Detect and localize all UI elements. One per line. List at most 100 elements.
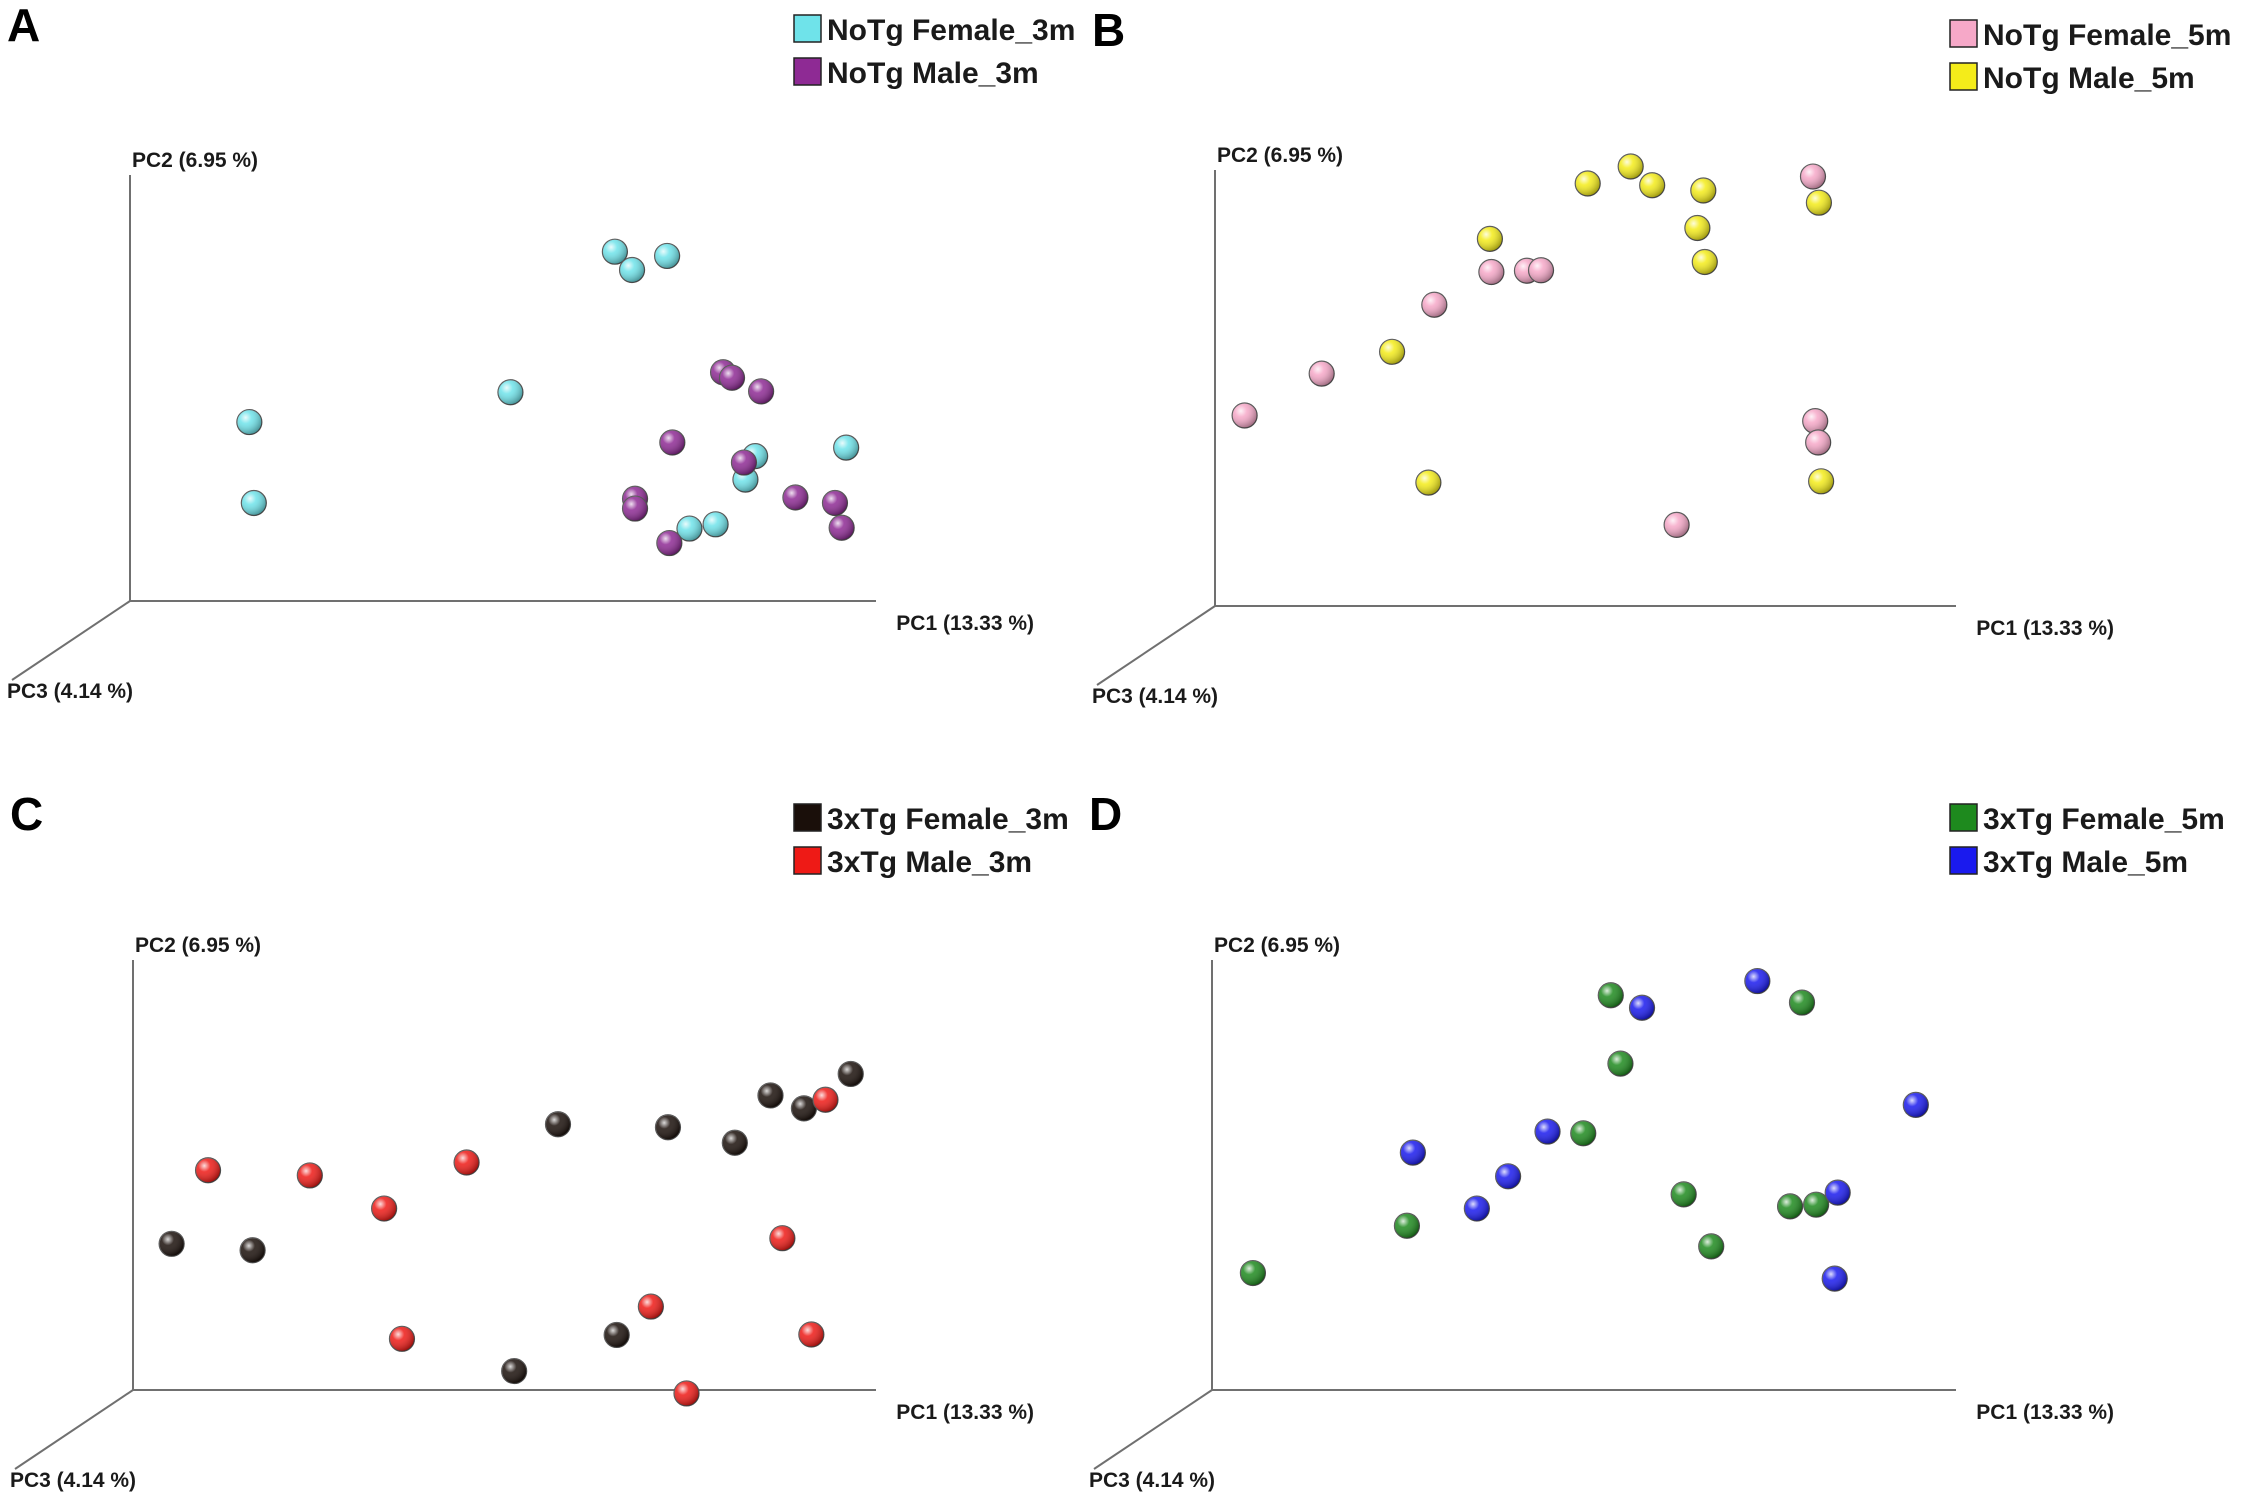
panel-a-pc3-axis — [11, 600, 131, 681]
panel-d-series-1-point-6 — [1776, 1193, 1804, 1220]
panel-c-series-2-point-2 — [194, 1157, 222, 1184]
panel-d-letter: D — [1089, 788, 1122, 840]
panel-b-series-2-point-1 — [1617, 153, 1644, 180]
panel-b-series-2-point-4 — [1690, 177, 1717, 204]
panel-a-series-1-point-6 — [497, 379, 524, 406]
panel-a-series-2-point-9 — [821, 489, 849, 517]
panel-c-series-2-point-4 — [453, 1149, 480, 1176]
panel-b-series-1-point-10 — [1663, 511, 1690, 539]
panel-d-series-2-point-6 — [1495, 1163, 1522, 1190]
panel-c-series-1 — [158, 1060, 864, 1385]
panel-c-series-1-point-9 — [603, 1321, 630, 1349]
panel-b-series-2-point-11 — [1808, 468, 1835, 495]
panel-a-series-2-point-10 — [828, 514, 855, 541]
panel-b-series-2-point-6 — [1684, 214, 1711, 242]
panel-a-series-1-point-11 — [676, 515, 703, 542]
panel-d-series-1-point-5 — [1670, 1181, 1697, 1208]
panel-c-pc3-axis — [14, 1389, 134, 1470]
panel-c: C PC2 (6.95 %) PC1 (13.33 %) PC3 (4.14 %) 3x… — [10, 788, 1069, 1492]
panel-c-series-2-point-6 — [769, 1225, 796, 1252]
panel-a-series-2-point-7 — [621, 495, 649, 522]
panel-b-series-1-point-2 — [1308, 360, 1335, 387]
panel-c-series-1-point-2 — [757, 1082, 784, 1109]
panel-c-series-2 — [194, 1086, 839, 1407]
panel-b-series-2-point-10 — [1415, 469, 1442, 496]
panel-a-series-1-point-10 — [702, 511, 729, 538]
panel-b-series-2 — [1378, 153, 1835, 496]
panel-c-series-2-point-9 — [388, 1325, 416, 1352]
panel-b-series-2-point-8 — [1691, 248, 1718, 276]
panel-a-letter: A — [7, 0, 40, 51]
panel-a-series-2 — [621, 359, 855, 557]
panel-a-zlabel: PC3 (4.14 %) — [7, 680, 133, 703]
panel-a-series-1-point-5 — [618, 256, 646, 284]
panel-d-series-2-point-1 — [1744, 967, 1771, 995]
panel-d-zlabel: PC3 (4.14 %) — [1089, 1469, 1215, 1492]
panel-d-ylabel: PC2 (6.95 %) — [1214, 934, 1340, 957]
panel-d-series-2-point-8 — [1824, 1179, 1851, 1206]
panel-c-legend-label-1: 3xTg Female_3m — [827, 803, 1069, 836]
panel-c-legend-swatch-2 — [793, 846, 822, 875]
panel-b-legend-swatch-2 — [1949, 62, 1978, 91]
panel-b-series-1-point-7 — [1799, 163, 1827, 190]
panel-b-zlabel: PC3 (4.14 %) — [1092, 685, 1218, 708]
panel-b-series-1-point-1 — [1231, 402, 1258, 429]
panel-d-xlabel: PC1 (13.33 %) — [1976, 1401, 2114, 1424]
panel-d-series-1-point-7 — [1803, 1191, 1830, 1218]
panel-a-series-1-point-3 — [601, 238, 629, 265]
panel-c-series-1-point-4 — [544, 1111, 572, 1138]
panel-b-series-1 — [1231, 163, 1832, 539]
panel-b-series-2-point-2 — [1574, 170, 1601, 197]
panel-b-legend-swatch-1 — [1949, 19, 1978, 48]
panel-b-series-1-point-6 — [1527, 257, 1555, 284]
panel-d-series-2-point-9 — [1821, 1265, 1848, 1292]
panel-d: D PC2 (6.95 %) PC1 (13.33 %) PC3 (4.14 %) 3x… — [1089, 788, 2225, 1492]
panel-a-series-2-point-8 — [782, 484, 809, 511]
panel-a-xlabel: PC1 (13.33 %) — [896, 612, 1034, 635]
panel-b-legend-label-2: NoTg Male_5m — [1983, 62, 2195, 95]
panel-b-series-2-point-3 — [1639, 172, 1666, 199]
panel-a-legend-swatch-2 — [793, 57, 822, 86]
panel-b-letter: B — [1092, 4, 1125, 56]
panel-d-legend-label-1: 3xTg Female_5m — [1983, 803, 2225, 836]
panel-c-zlabel: PC3 (4.14 %) — [10, 1469, 136, 1492]
panel-a-legend-label-1: NoTg Female_3m — [827, 14, 1075, 47]
panel-c-series-1-point-8 — [239, 1237, 266, 1264]
panel-b-series-2-point-5 — [1805, 189, 1833, 216]
panel-b-series-2-point-9 — [1378, 338, 1406, 365]
panel-a-legend-label-2: NoTg Male_3m — [827, 57, 1039, 90]
panel-a-series-2-point-3 — [748, 378, 775, 405]
panel-b-series-2-point-7 — [1476, 225, 1504, 252]
panel-c-series-1-point-3 — [790, 1095, 818, 1122]
panel-d-series-1-point-1 — [1597, 982, 1624, 1009]
panel-d-series-1-point-3 — [1607, 1050, 1634, 1077]
panel-d-series-1-point-8 — [1393, 1212, 1421, 1239]
panel-d-series-1 — [1239, 982, 1830, 1287]
panel-d-series-2-point-5 — [1399, 1139, 1426, 1166]
panel-b-series-1-point-8 — [1802, 408, 1829, 435]
panel-d-series-2-point-7 — [1463, 1195, 1490, 1222]
panel-c-series-2-point-3 — [296, 1162, 323, 1189]
panel-d-series-1-point-9 — [1698, 1233, 1725, 1260]
panel-a-series-2-point-4 — [659, 429, 686, 456]
panel-b-legend-label-1: NoTg Female_5m — [1983, 19, 2231, 52]
panel-d-series-1-point-10 — [1239, 1259, 1267, 1287]
panel-d-series-1-point-4 — [1570, 1120, 1597, 1147]
panel-a-series-1 — [236, 238, 860, 542]
panel-a-series-1-point-9 — [833, 434, 860, 461]
panel-d-series-2-point-2 — [1628, 994, 1656, 1021]
panel-b-series-1-point-3 — [1421, 291, 1448, 318]
panel-a-series-2-point-5 — [730, 449, 758, 476]
panel-a-series-1-point-2 — [240, 489, 267, 517]
panel-c-series-1-point-5 — [654, 1114, 682, 1141]
panel-c-legend-label-2: 3xTg Male_3m — [827, 846, 1032, 879]
panel-c-series-2-point-1 — [812, 1086, 839, 1113]
panel-d-series-1-point-2 — [1788, 989, 1816, 1016]
panel-c-series-1-point-7 — [158, 1230, 185, 1257]
panel-d-series-2-point-4 — [1534, 1118, 1561, 1145]
panel-d-pc3-axis — [1093, 1389, 1213, 1470]
panel-c-series-2-point-5 — [371, 1195, 398, 1222]
panel-c-series-1-point-1 — [837, 1060, 864, 1088]
panel-c-series-1-point-10 — [501, 1357, 528, 1385]
panel-b-series-1-point-9 — [1805, 429, 1832, 456]
